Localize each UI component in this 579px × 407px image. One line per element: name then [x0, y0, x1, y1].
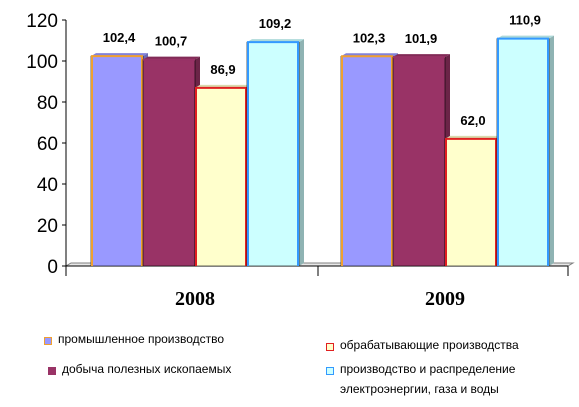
data-label: 86,9 — [210, 62, 235, 77]
bar-side — [549, 35, 554, 266]
bar — [142, 59, 196, 267]
y-tick-label: 40 — [37, 175, 58, 196]
bar — [340, 55, 394, 267]
bar — [392, 56, 446, 267]
y-tick-label: 20 — [37, 216, 58, 237]
legend-swatch-utilities — [326, 367, 334, 375]
bar — [194, 87, 248, 267]
data-label: 100,7 — [155, 34, 188, 49]
y-tick-label: 0 — [47, 257, 58, 278]
legend-label-manufacturing: обрабатывающие производства — [340, 338, 519, 352]
legend-swatch-industrial-production — [44, 337, 52, 345]
y-tick-label: 120 — [26, 11, 58, 32]
legend-swatch-mining — [48, 367, 56, 375]
data-label: 110,9 — [509, 13, 541, 28]
data-label: 102,3 — [353, 30, 386, 45]
y-tick-label: 100 — [26, 52, 58, 73]
legend-label-industrial-production: промышленное производство — [58, 332, 225, 346]
legend-label-utilities-line1: производство и распределение — [340, 362, 516, 376]
bar — [496, 38, 550, 267]
bar — [444, 138, 498, 267]
y-tick-label: 60 — [37, 134, 58, 155]
bar — [246, 41, 300, 267]
x-category-label: 2008 — [175, 288, 215, 310]
bar-side — [299, 39, 304, 266]
x-category-label: 2009 — [425, 288, 465, 310]
bar — [90, 55, 144, 267]
legend-swatch-manufacturing — [326, 343, 334, 351]
data-label: 109,2 — [259, 16, 292, 31]
y-tick-label: 80 — [37, 93, 58, 114]
legend-label-utilities-line2: электроэнергии, газа и воды — [340, 382, 499, 396]
data-label: 102,4 — [103, 30, 136, 45]
data-label: 62,0 — [460, 113, 485, 128]
data-label: 101,9 — [405, 31, 438, 46]
legend-label-mining: добыча полезных ископаемых — [62, 362, 232, 376]
